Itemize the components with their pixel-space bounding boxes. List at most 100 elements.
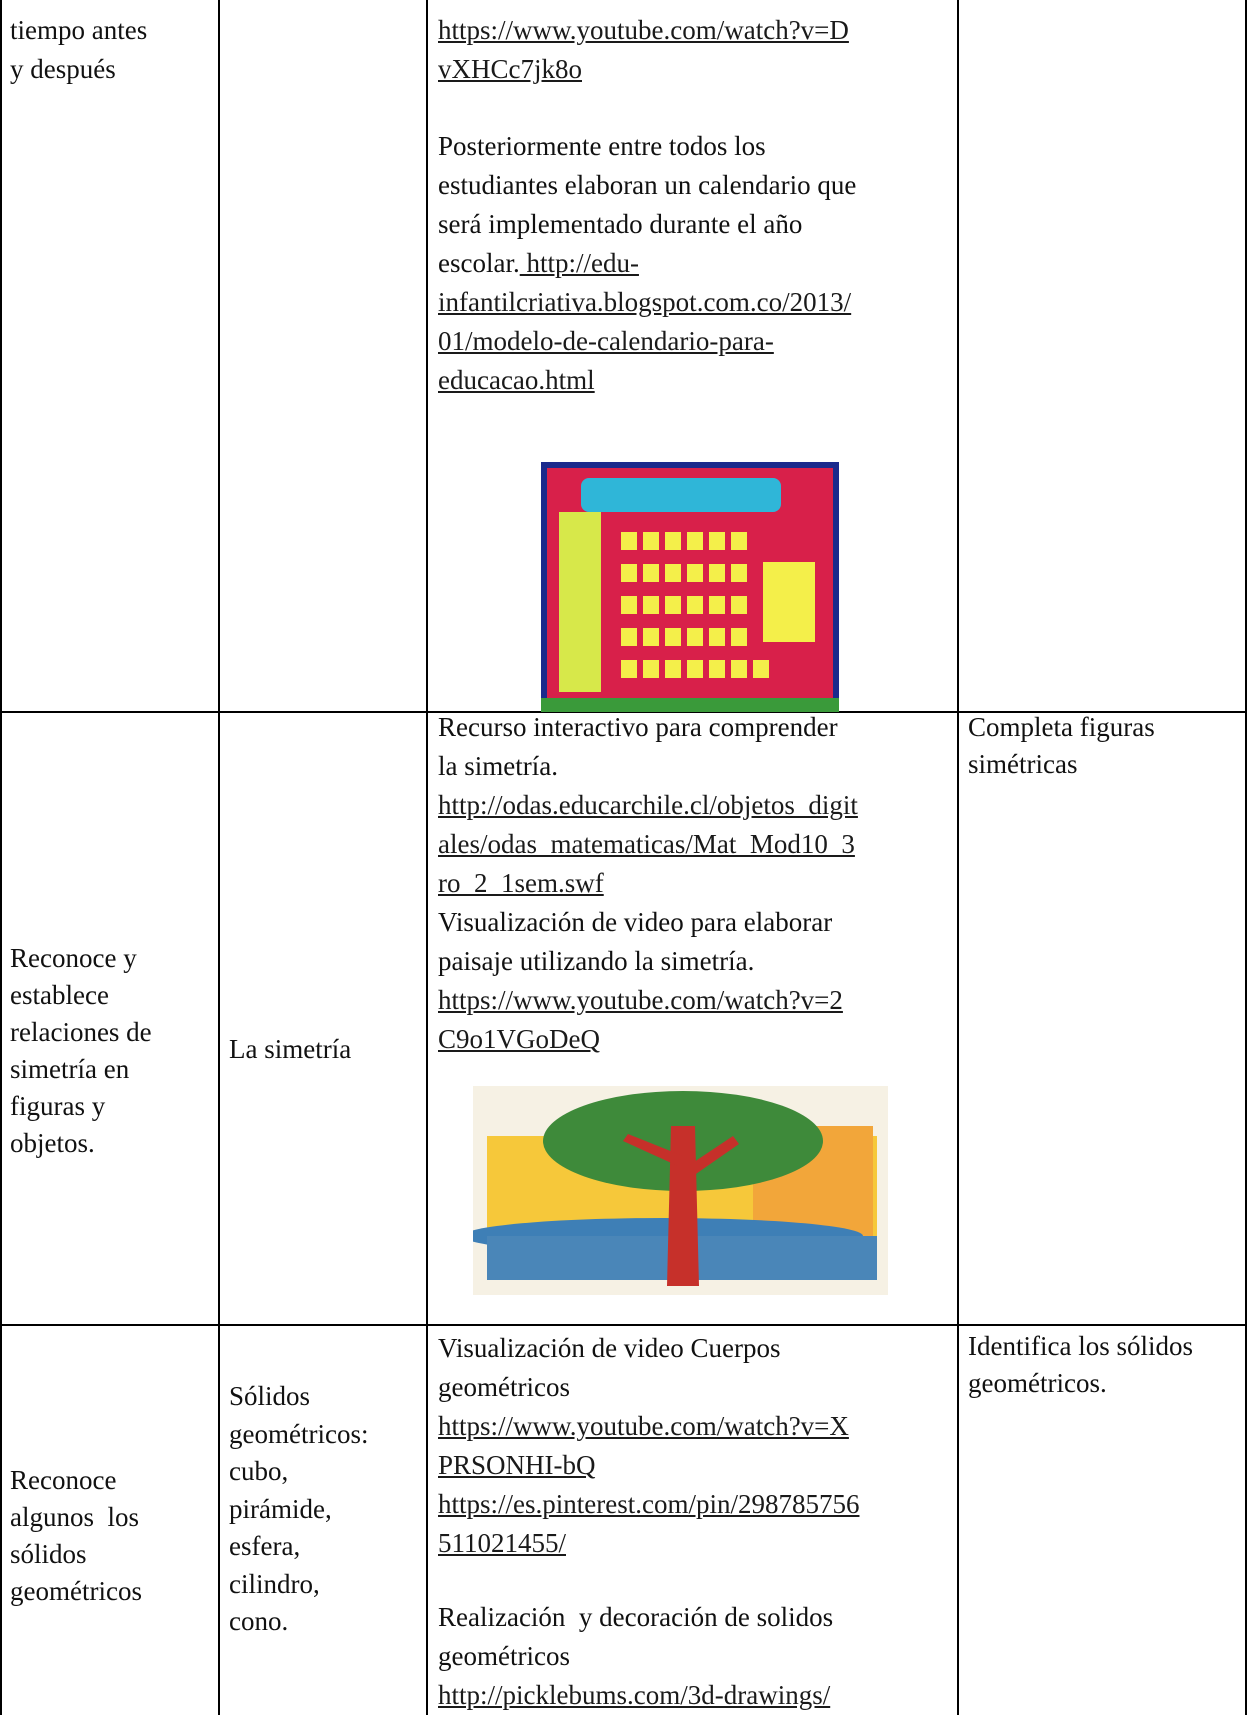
text-line: PRSONHI-bQ <box>438 1452 596 1479</box>
text-line: pirámide, <box>229 1493 332 1524</box>
activity-link[interactable]: infantilcriativa.blogspot.com.co/2013/ <box>438 287 852 317</box>
text-line: educacao.html <box>438 367 595 394</box>
text-line: ro_2_1sem.swf <box>438 870 604 897</box>
text-line: algunos los <box>10 1504 139 1531</box>
text-line: vXHCc7jk8o <box>438 56 582 83</box>
activity-link[interactable]: https://www.youtube.com/watch?v=2 <box>438 985 843 1015</box>
competence-text: relaciones de <box>10 1017 152 1047</box>
text-line: simetría en <box>10 1056 129 1083</box>
activity-link[interactable]: educacao.html <box>438 365 595 395</box>
competence-text: objetos. <box>10 1128 95 1158</box>
activity-link[interactable]: http://picklebums.com/3d-drawings/ <box>438 1680 831 1710</box>
text-line: Sólidos <box>229 1383 310 1410</box>
activity-text: paisaje utilizando la simetría. <box>438 946 755 976</box>
competence-text: Reconoce y <box>10 943 137 973</box>
text-line: Visualización de video Cuerpos <box>438 1335 781 1362</box>
text-line: objetos. <box>10 1130 95 1157</box>
text-line: esfera, <box>229 1533 300 1560</box>
text-line: http://odas.educarchile.cl/objetos_digit <box>438 792 858 819</box>
symmetry-painting <box>473 1086 888 1295</box>
text-line: Posteriormente entre todos los <box>438 133 766 160</box>
text-line: https://www.youtube.com/watch?v=2 <box>438 987 843 1014</box>
activity-link[interactable]: vXHCc7jk8o <box>438 54 582 84</box>
text-line: establece <box>10 982 109 1009</box>
content-text: pirámide, <box>229 1493 332 1524</box>
text-line: geométricos <box>10 1578 142 1605</box>
activity-link[interactable]: https://www.youtube.com/watch?v=X <box>438 1411 849 1441</box>
text-line: paisaje utilizando la simetría. <box>438 948 754 975</box>
evaluation-text: Identifica los sólidos <box>968 1331 1193 1361</box>
text-line: estudiantes elaboran un calendario que <box>438 172 856 199</box>
competence-text: y después <box>10 54 116 84</box>
text-line: simétricas <box>968 751 1077 778</box>
text-line: Reconoce y <box>10 945 137 972</box>
text-line: geométricos: <box>229 1418 369 1449</box>
text-line: la simetría. <box>438 753 558 780</box>
text-line: escolar. http://edu- <box>438 250 639 277</box>
activity-text: la simetría. <box>438 751 558 781</box>
activity-text: será implementado durante el año <box>438 209 803 239</box>
text-line: tiempo antes <box>10 17 147 44</box>
activity-text: Visualización de video Cuerpos <box>438 1333 781 1363</box>
content-text: cono. <box>229 1606 289 1636</box>
activity-link[interactable]: http://edu- <box>519 248 639 278</box>
competence-text: algunos los <box>10 1502 140 1532</box>
text-line: Realización y decoración de solidos <box>438 1604 833 1631</box>
text-line: https://es.pinterest.com/pin/298785756 <box>438 1491 859 1518</box>
text-line: 511021455/ <box>438 1530 566 1557</box>
competence-text: establece <box>10 980 109 1010</box>
text-line: Identifica los sólidos <box>968 1333 1193 1360</box>
text-line: Reconoce <box>10 1467 116 1494</box>
text-line: será implementado durante el año <box>438 211 802 238</box>
content-text: Sólidos <box>229 1381 311 1411</box>
evaluation-text: Completa figuras <box>968 712 1155 742</box>
activity-link[interactable]: 511021455/ <box>438 1528 566 1558</box>
activity-text: estudiantes elaboran un calendario que <box>438 170 857 200</box>
activity-text: escolar. <box>438 248 520 278</box>
content-text: geométricos: <box>229 1418 369 1449</box>
border <box>0 0 2 1715</box>
text-line: y después <box>10 56 116 83</box>
text-line: https://www.youtube.com/watch?v=X <box>438 1413 849 1440</box>
text-line: infantilcriativa.blogspot.com.co/2013/ <box>438 289 851 316</box>
text-line: sólidos <box>10 1541 87 1568</box>
text-line: cilindro, <box>229 1568 320 1599</box>
activity-text: Realización y decoración de solidos <box>438 1602 834 1632</box>
competence-text: Reconoce <box>10 1465 117 1495</box>
activity-link[interactable]: C9o1VGoDeQ <box>438 1024 600 1054</box>
activity-link[interactable]: https://www.youtube.com/watch?v=D <box>438 15 849 45</box>
activity-link[interactable]: https://es.pinterest.com/pin/298785756 <box>438 1489 860 1519</box>
activity-link[interactable]: PRSONHI-bQ <box>438 1450 596 1480</box>
content-text: esfera, <box>229 1531 301 1561</box>
text-line: https://www.youtube.com/watch?v=D <box>438 17 849 44</box>
border <box>0 1324 1247 1326</box>
text-line: 01/modelo-de-calendario-para- <box>438 328 774 355</box>
content-text: cubo, <box>229 1456 289 1486</box>
activity-link[interactable]: 01/modelo-de-calendario-para- <box>438 326 774 356</box>
activity-link[interactable]: ro_2_1sem.swf <box>438 868 604 898</box>
text-line: Visualización de video para elaborar <box>438 909 832 936</box>
competence-text: figuras y <box>10 1091 106 1121</box>
activity-text: geométricos <box>438 1372 570 1402</box>
border <box>957 0 959 1715</box>
activity-link[interactable]: http://odas.educarchile.cl/objetos_digit <box>438 790 858 820</box>
text-line: C9o1VGoDeQ <box>438 1026 600 1053</box>
text-line: figuras y <box>10 1093 105 1120</box>
activity-text: Recurso interactivo para comprender <box>438 712 838 742</box>
content-text: La simetría <box>229 1034 352 1064</box>
competence-text: simetría en <box>10 1054 130 1084</box>
text-line: Completa figuras <box>968 714 1155 741</box>
activity-link[interactable]: ales/odas_matematicas/Mat_Mod10_3 <box>438 829 855 859</box>
border <box>426 0 428 1715</box>
border <box>0 711 1247 713</box>
content-text: cilindro, <box>229 1568 320 1599</box>
text-line: relaciones de <box>10 1019 152 1046</box>
competence-text: geométricos <box>10 1576 142 1606</box>
text-line: geométricos <box>438 1374 570 1401</box>
text-line: Recurso interactivo para comprender <box>438 714 838 741</box>
text-line: cubo, <box>229 1458 288 1485</box>
calendar-image <box>541 462 839 712</box>
activity-text: Posteriormente entre todos los <box>438 131 766 161</box>
border <box>1245 0 1247 1715</box>
